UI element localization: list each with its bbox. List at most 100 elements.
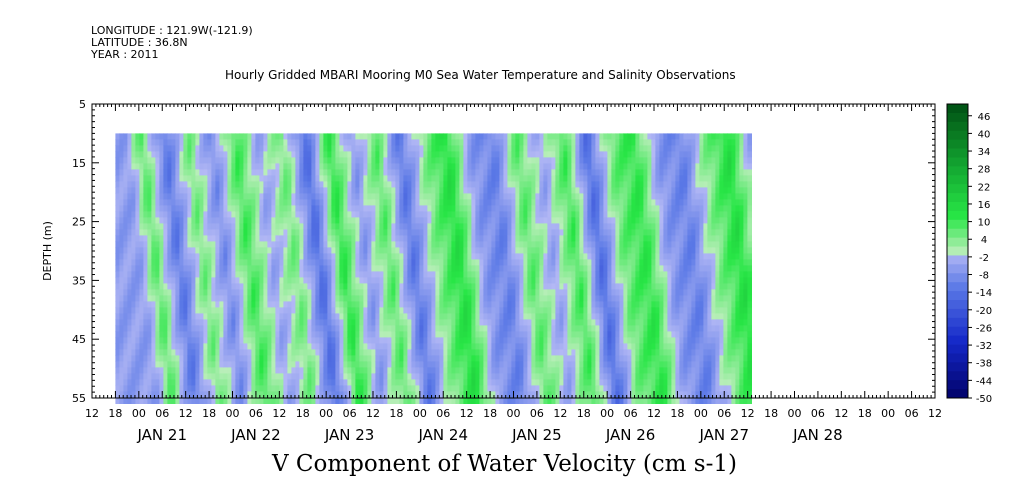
heat-cell: [331, 187, 336, 194]
heat-cell: [139, 343, 144, 350]
heat-cell: [507, 247, 512, 254]
heat-cell: [351, 319, 356, 326]
heat-cell: [439, 277, 444, 284]
heat-cell: [239, 301, 244, 308]
heat-cell: [351, 217, 356, 224]
heat-cell: [431, 145, 436, 152]
heat-cell: [135, 307, 140, 314]
heat-cell: [363, 235, 368, 242]
heat-cell: [391, 379, 396, 386]
heat-cell: [331, 211, 336, 218]
heat-cell: [115, 241, 120, 248]
heat-cell: [331, 253, 336, 260]
heat-cell: [283, 385, 288, 392]
heat-cell: [443, 265, 448, 272]
heat-cell: [359, 187, 364, 194]
heat-cell: [499, 223, 504, 230]
heat-cell: [223, 343, 228, 350]
heat-cell: [243, 391, 248, 398]
heat-cell: [495, 355, 500, 362]
heat-cell: [119, 397, 124, 404]
heat-cell: [455, 331, 460, 338]
heat-cell: [447, 319, 452, 326]
heat-cell: [211, 247, 216, 254]
heat-cell: [179, 301, 184, 308]
heat-cell: [451, 235, 456, 242]
heat-cell: [235, 325, 240, 332]
heat-cell: [159, 259, 164, 266]
heat-cell: [403, 301, 408, 308]
heat-cell: [231, 175, 236, 182]
heat-cell: [223, 331, 228, 338]
heat-cell: [515, 325, 520, 332]
heat-cell: [543, 301, 548, 308]
heat-cell: [499, 193, 504, 200]
heat-cell: [167, 169, 172, 176]
heat-cell: [419, 325, 424, 332]
heat-cell: [383, 199, 388, 206]
heat-cell: [451, 289, 456, 296]
heat-cell: [555, 337, 560, 344]
heat-cell: [271, 211, 276, 218]
heat-cell: [223, 313, 228, 320]
heat-cell: [471, 235, 476, 242]
heat-cell: [303, 139, 308, 146]
heat-cell: [119, 133, 124, 140]
heat-cell: [259, 133, 264, 140]
heat-cell: [263, 271, 268, 278]
heat-cell: [555, 187, 560, 194]
heat-cell: [535, 187, 540, 194]
heat-cell: [339, 187, 344, 194]
heat-cell: [467, 169, 472, 176]
heat-cell: [487, 157, 492, 164]
heat-cell: [387, 193, 392, 200]
heat-cell: [503, 253, 508, 260]
heat-cell: [543, 157, 548, 164]
heat-cell: [291, 253, 296, 260]
heat-cell: [515, 379, 520, 386]
heat-cell: [359, 193, 364, 200]
heat-cell: [427, 217, 432, 224]
heat-cell: [303, 259, 308, 266]
heat-cell: [347, 385, 352, 392]
heat-cell: [223, 163, 228, 170]
heat-cell: [143, 259, 148, 266]
heat-cell: [115, 193, 120, 200]
heat-cell: [119, 229, 124, 236]
heat-cell: [351, 193, 356, 200]
heat-cell: [243, 163, 248, 170]
heat-cell: [227, 301, 232, 308]
heat-cell: [159, 373, 164, 380]
heat-cell: [323, 217, 328, 224]
heat-cell: [195, 151, 200, 158]
heat-cell: [215, 301, 220, 308]
heat-cell: [227, 355, 232, 362]
heat-cell: [119, 301, 124, 308]
heat-cell: [159, 331, 164, 338]
heat-cell: [351, 361, 356, 368]
heat-cell: [247, 145, 252, 152]
heat-cell: [543, 277, 548, 284]
heat-cell: [243, 367, 248, 374]
longitude-label: LONGITUDE : 121.9W(-121.9): [91, 24, 253, 37]
heat-cell: [455, 319, 460, 326]
heat-cell: [471, 313, 476, 320]
heat-cell: [267, 223, 272, 230]
heat-cell: [455, 193, 460, 200]
heat-cell: [383, 253, 388, 260]
heat-cell: [375, 349, 380, 356]
heat-cell: [235, 397, 240, 404]
heat-cell: [495, 343, 500, 350]
heat-cell: [255, 361, 260, 368]
heat-cell: [231, 187, 236, 194]
heat-cell: [191, 259, 196, 266]
heat-cell: [351, 391, 356, 398]
heat-cell: [131, 187, 136, 194]
heat-cell: [419, 205, 424, 212]
heat-cell: [463, 193, 468, 200]
heat-cell: [475, 331, 480, 338]
heat-cell: [495, 397, 500, 404]
heat-cell: [359, 271, 364, 278]
heat-cell: [243, 133, 248, 140]
heat-cell: [427, 391, 432, 398]
